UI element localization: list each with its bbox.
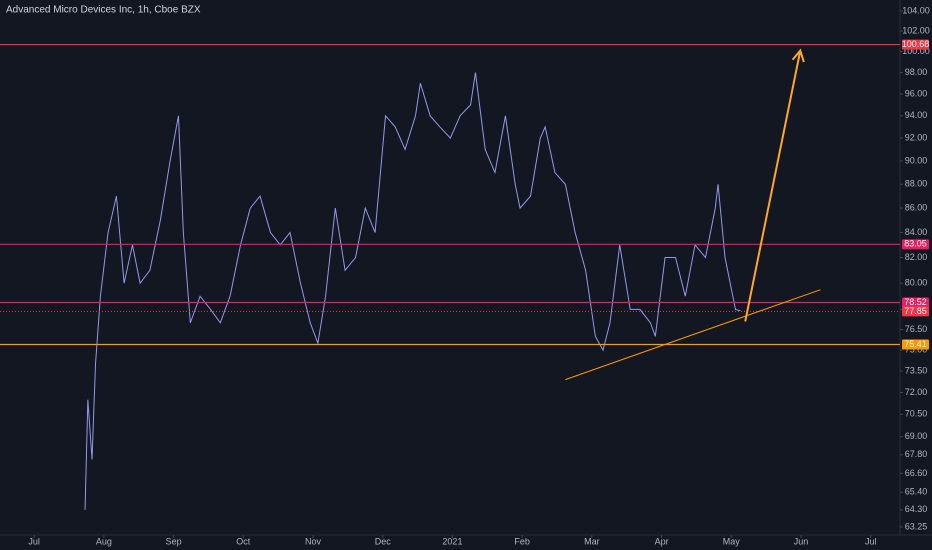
y-tick-label: 65.40: [905, 487, 928, 497]
y-tick-label: 67.80: [905, 449, 928, 459]
price-line: [84, 72, 741, 510]
x-tick-label: Jul: [865, 536, 877, 546]
arrow-head: [791, 48, 805, 63]
y-tick-label: 73.50: [905, 365, 928, 375]
x-tick-label: May: [723, 536, 741, 546]
x-tick-label: Mar: [584, 536, 600, 546]
y-tick-label: 66.60: [905, 468, 928, 478]
level-label-bg: [902, 39, 929, 50]
y-tick-label: 102.00: [902, 25, 930, 35]
level-label-bg: [902, 339, 929, 350]
x-tick-label: Oct: [236, 536, 251, 546]
y-tick-label: 96.00: [905, 88, 928, 98]
y-tick-label: 86.00: [905, 202, 928, 212]
x-tick-label: 2021: [442, 536, 462, 546]
x-tick-label: Feb: [514, 536, 530, 546]
level-label: 77.85: [904, 306, 927, 316]
y-tick-label: 100.00: [902, 46, 930, 56]
y-tick-label: 98.00: [905, 67, 928, 77]
y-tick-label: 92.00: [905, 133, 928, 143]
chart-title: Advanced Micro Devices Inc, 1h, Cboe BZX: [6, 5, 201, 16]
y-tick-label: 70.50: [905, 409, 928, 419]
level-label: 83.05: [904, 239, 927, 249]
y-tick-label: 104.00: [902, 5, 930, 15]
x-tick-label: Jun: [794, 536, 809, 546]
x-tick-label: Apr: [655, 536, 669, 546]
y-tick-label: 75.00: [905, 344, 928, 354]
y-tick-label: 82.00: [905, 252, 928, 262]
y-tick-label: 63.25: [905, 521, 928, 531]
y-tick-label: 76.50: [905, 324, 928, 334]
y-tick-label: 72.00: [905, 387, 928, 397]
level-label: 78.52: [904, 297, 927, 307]
x-tick-label: Nov: [305, 536, 322, 546]
y-tick-label: 64.30: [905, 504, 928, 514]
y-tick-label: 88.00: [905, 179, 928, 189]
trend-line: [565, 289, 821, 381]
y-tick-label: 69.00: [905, 431, 928, 441]
level-label-bg: [902, 306, 929, 317]
projection-arrow: [744, 50, 802, 322]
y-tick-label: 80.00: [905, 278, 928, 288]
y-tick-label: 84.00: [905, 227, 928, 237]
y-tick-label: 94.00: [905, 110, 928, 120]
level-label-bg: [902, 239, 929, 250]
level-label: 100.68: [902, 39, 930, 49]
x-tick-label: Dec: [375, 536, 392, 546]
x-tick-label: Jul: [28, 536, 40, 546]
y-tick-label: 90.00: [905, 155, 928, 165]
level-label-bg: [902, 297, 929, 308]
level-label: 75.41: [904, 339, 927, 349]
x-tick-label: Sep: [166, 536, 182, 546]
x-tick-label: Aug: [96, 536, 112, 546]
